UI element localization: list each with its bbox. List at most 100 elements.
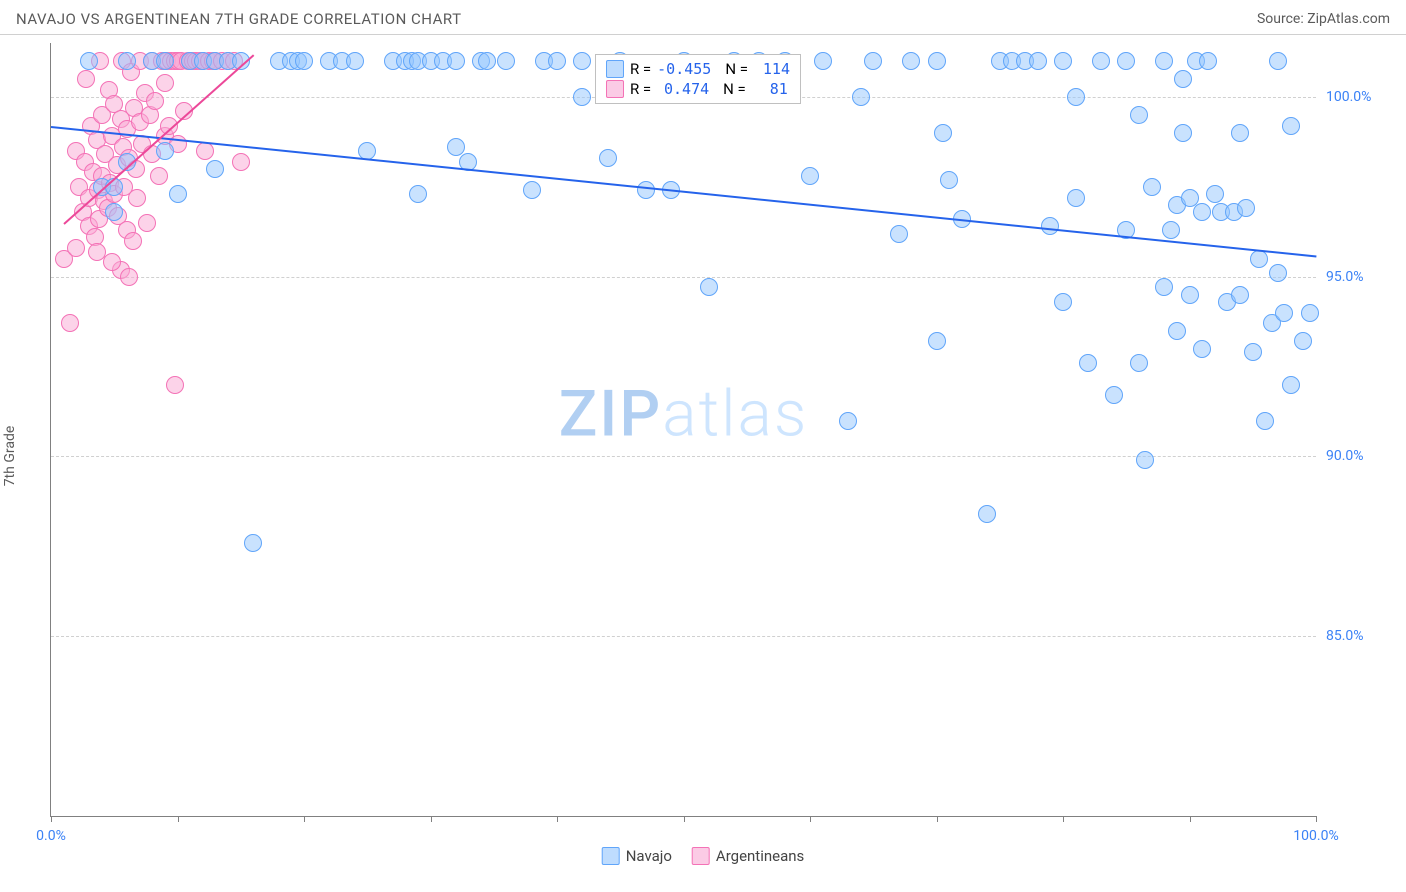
scatter-point [864, 52, 882, 70]
x-tick [1063, 816, 1064, 822]
scatter-point [67, 239, 85, 257]
scatter-point [1162, 221, 1180, 239]
regression-line [51, 126, 1316, 257]
y-axis-label: 7th Grade [2, 426, 18, 487]
scatter-point [801, 167, 819, 185]
x-tick [431, 816, 432, 822]
scatter-point [295, 52, 313, 70]
x-tick-label: 0.0% [36, 828, 66, 844]
x-tick [304, 816, 305, 822]
scatter-point [814, 52, 832, 70]
y-tick-label: 85.0% [1326, 628, 1391, 644]
scatter-point [1237, 199, 1255, 217]
scatter-point [1067, 88, 1085, 106]
x-tick [1190, 816, 1191, 822]
scatter-point [244, 534, 262, 552]
gridline-horizontal [51, 456, 1316, 457]
scatter-point [77, 70, 95, 88]
stats-legend: R =-0.455N =114R =0.474N =81 [595, 54, 801, 104]
scatter-point [1174, 124, 1192, 142]
scatter-point [166, 376, 184, 394]
legend-swatch [606, 80, 624, 98]
scatter-point [146, 92, 164, 110]
scatter-point [978, 505, 996, 523]
y-tick-label: 100.0% [1326, 89, 1391, 105]
source-attribution: Source: ZipAtlas.com [1257, 11, 1390, 27]
scatter-point [120, 268, 138, 286]
scatter-point [1029, 52, 1047, 70]
x-tick [810, 816, 811, 822]
scatter-point [105, 203, 123, 221]
scatter-point [1250, 250, 1268, 268]
r-label: R = [630, 80, 651, 98]
x-tick-label: 100.0% [1293, 828, 1338, 844]
scatter-point [1041, 217, 1059, 235]
scatter-point [103, 253, 121, 271]
legend-swatch [692, 847, 710, 865]
scatter-point [156, 52, 174, 70]
legend-swatch [602, 847, 620, 865]
scatter-point [1231, 286, 1249, 304]
scatter-point [1206, 185, 1224, 203]
scatter-point [1117, 52, 1135, 70]
scatter-point [1199, 52, 1217, 70]
y-tick-label: 90.0% [1326, 448, 1391, 464]
plot-area: ZIPatlas 85.0%90.0%95.0%100.0%0.0%100.0%… [50, 43, 1316, 817]
r-label: R = [630, 60, 651, 78]
scatter-point [1079, 354, 1097, 372]
chart-container: 7th Grade ZIPatlas 85.0%90.0%95.0%100.0%… [0, 35, 1406, 877]
r-value: 0.474 [657, 80, 709, 98]
scatter-point [523, 181, 541, 199]
scatter-point [1143, 178, 1161, 196]
scatter-point [1105, 386, 1123, 404]
scatter-point [1136, 451, 1154, 469]
n-value: 114 [754, 60, 790, 78]
x-tick [684, 816, 685, 822]
scatter-point [1193, 203, 1211, 221]
scatter-point [80, 52, 98, 70]
gridline-horizontal [51, 277, 1316, 278]
legend-item: Navajo [602, 847, 672, 865]
scatter-point [1155, 278, 1173, 296]
stats-legend-row: R =0.474N =81 [606, 79, 790, 99]
scatter-point [206, 160, 224, 178]
n-label: N = [723, 80, 746, 98]
chart-title: NAVAJO VS ARGENTINEAN 7TH GRADE CORRELAT… [16, 10, 462, 28]
chart-header: NAVAJO VS ARGENTINEAN 7TH GRADE CORRELAT… [0, 0, 1406, 35]
scatter-point [150, 167, 168, 185]
watermark: ZIPatlas [559, 377, 809, 452]
scatter-point [573, 88, 591, 106]
scatter-point [1244, 343, 1262, 361]
scatter-point [1282, 376, 1300, 394]
x-tick [557, 816, 558, 822]
scatter-point [232, 153, 250, 171]
scatter-point [118, 52, 136, 70]
scatter-point [1269, 52, 1287, 70]
scatter-point [1231, 124, 1249, 142]
x-tick [1316, 816, 1317, 822]
scatter-point [1282, 117, 1300, 135]
n-label: N = [725, 60, 748, 78]
scatter-point [409, 185, 427, 203]
scatter-point [61, 314, 79, 332]
scatter-point [1301, 304, 1319, 322]
scatter-point [169, 185, 187, 203]
scatter-point [346, 52, 364, 70]
scatter-point [1275, 304, 1293, 322]
scatter-point [156, 142, 174, 160]
scatter-point [1181, 286, 1199, 304]
scatter-point [156, 74, 174, 92]
scatter-point [1168, 322, 1186, 340]
scatter-point [196, 142, 214, 160]
legend-item: Argentineans [692, 847, 804, 865]
y-tick-label: 95.0% [1326, 269, 1391, 285]
scatter-point [138, 214, 156, 232]
scatter-point [700, 278, 718, 296]
scatter-point [1294, 332, 1312, 350]
scatter-point [447, 52, 465, 70]
scatter-point [1174, 70, 1192, 88]
scatter-point [902, 52, 920, 70]
scatter-point [88, 243, 106, 261]
legend-swatch [606, 60, 624, 78]
gridline-horizontal [51, 636, 1316, 637]
